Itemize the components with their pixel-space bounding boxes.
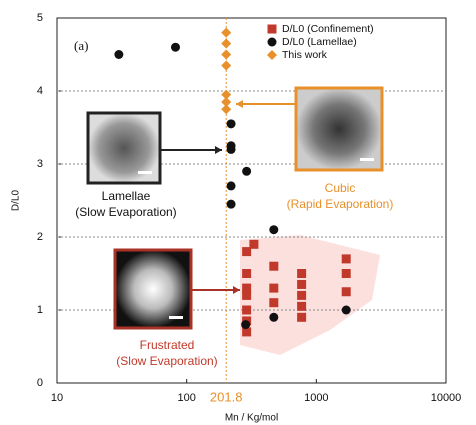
- legend-marker: [267, 50, 277, 60]
- annotation: (Slow Evaporation): [116, 354, 217, 368]
- inset-image: [296, 88, 382, 170]
- data-point: [297, 313, 306, 322]
- annotation: Frustrated: [140, 338, 195, 352]
- data-point: [297, 291, 306, 300]
- annotation: (Rapid Evaporation): [287, 197, 394, 211]
- data-point: [242, 306, 251, 315]
- data-point: [241, 320, 250, 329]
- data-point: [269, 313, 278, 322]
- scale-bar: [138, 171, 152, 174]
- x-axis-label: Mn / Kg/mol: [225, 413, 278, 424]
- legend-label: D/L0 (Lamellae): [282, 36, 357, 48]
- data-point: [171, 43, 180, 52]
- legend-label: D/L0 (Confinement): [282, 23, 374, 35]
- panel-label: (a): [74, 38, 88, 53]
- data-point: [342, 306, 351, 315]
- data-point: [269, 225, 278, 234]
- x-tick-label: 10: [51, 392, 63, 404]
- data-point: [114, 50, 123, 59]
- legend-marker: [268, 25, 277, 34]
- annotation: Cubic: [325, 181, 356, 195]
- scale-bar: [169, 316, 183, 319]
- x-tick-label: 10000: [431, 392, 462, 404]
- x-tick-label: 1000: [304, 392, 328, 404]
- data-point: [221, 60, 231, 70]
- data-point: [342, 287, 351, 296]
- y-tick-label: 4: [37, 85, 43, 97]
- data-point: [221, 50, 231, 60]
- data-point: [269, 284, 278, 293]
- legend-marker: [268, 38, 277, 47]
- data-point: [227, 119, 236, 128]
- data-point: [297, 302, 306, 311]
- y-tick-label: 1: [37, 304, 43, 316]
- data-point: [221, 39, 231, 49]
- data-point: [242, 167, 251, 176]
- highlight-region: [240, 235, 380, 355]
- data-point: [342, 254, 351, 263]
- data-point: [227, 145, 236, 154]
- data-point: [227, 181, 236, 190]
- data-point: [249, 240, 258, 249]
- x-tick-label: 100: [177, 392, 195, 404]
- data-point: [269, 262, 278, 271]
- y-axis-label: D/L0: [11, 190, 22, 212]
- annotation: Lamellae: [102, 189, 151, 203]
- data-point: [221, 104, 231, 114]
- data-point: [227, 200, 236, 209]
- data-point: [297, 269, 306, 278]
- reference-label: 201.8: [210, 389, 243, 404]
- data-point: [242, 291, 251, 300]
- y-tick-label: 2: [37, 231, 43, 243]
- scale-bar: [360, 158, 374, 161]
- data-point: [342, 269, 351, 278]
- arrow-head: [233, 286, 240, 294]
- data-point: [221, 28, 231, 38]
- legend-label: This work: [282, 49, 328, 61]
- y-tick-label: 5: [37, 12, 43, 24]
- arrow-head: [236, 100, 243, 108]
- y-tick-label: 0: [37, 377, 43, 389]
- annotation: (Slow Evaporation): [75, 205, 176, 219]
- data-point: [269, 298, 278, 307]
- data-point: [242, 269, 251, 278]
- data-point: [297, 280, 306, 289]
- y-tick-label: 3: [37, 158, 43, 170]
- chart: 0 1 2 3 4 5 10 100 1000 10000 201.8 Mn / Kg/mol D/L0…: [0, 0, 476, 425]
- arrow-head: [215, 146, 222, 154]
